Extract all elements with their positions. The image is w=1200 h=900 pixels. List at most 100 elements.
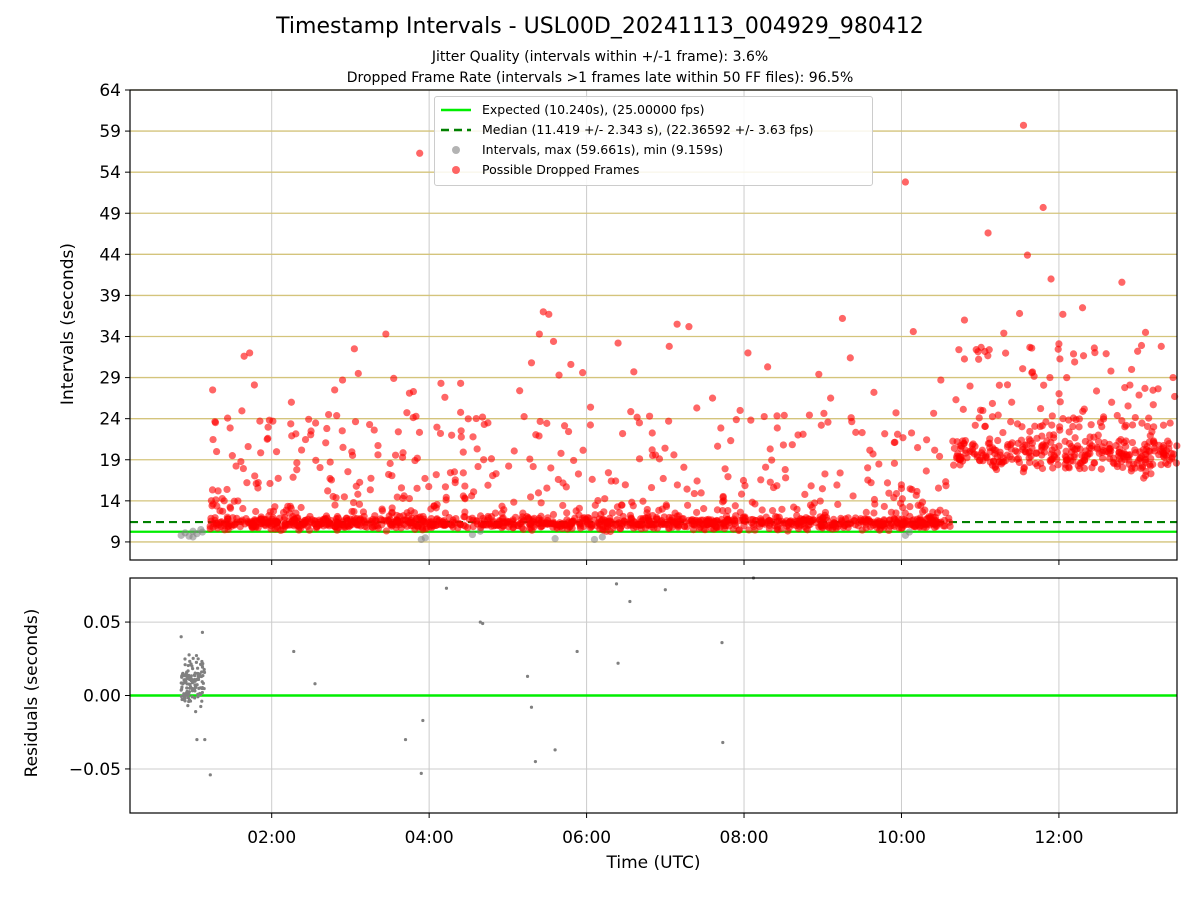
dropped-frame-point (530, 514, 538, 522)
dropped-frame-point (239, 464, 247, 473)
residual-point (193, 686, 197, 690)
dropped-frame-point (385, 470, 393, 479)
dropped-frame-point (312, 419, 320, 427)
dropped-frame-point (354, 369, 362, 378)
dropped-frame-point (447, 521, 456, 529)
dropped-frame-point (516, 387, 524, 395)
dropped-frame-point (766, 478, 774, 486)
dropped-frame-point (306, 519, 314, 527)
dropped-frame-point (720, 524, 729, 533)
dropped-frame-point (1159, 421, 1168, 429)
dropped-frame-point (1015, 309, 1024, 318)
dropped-frame-point (713, 442, 722, 450)
y-tick-label: 0.05 (83, 613, 121, 633)
residual-point (197, 675, 201, 679)
dropped-frame-point (966, 447, 974, 455)
dropped-frame-point (1131, 446, 1139, 454)
dropped-frame-point (891, 516, 900, 524)
dropped-frame-point (960, 355, 969, 363)
dropped-frame-point (1093, 443, 1101, 452)
dropped-frame-point (1006, 452, 1014, 460)
residual-point (195, 683, 199, 687)
dropped-frame-point (331, 501, 339, 509)
dropped-frame-point (378, 507, 387, 515)
dropped-frame-point (966, 382, 974, 390)
dropped-frame-point (648, 446, 656, 454)
dropped-frame-point (870, 495, 879, 504)
dropped-frame-point (331, 523, 339, 531)
dropped-frame-point (946, 522, 954, 530)
residual-point (616, 661, 620, 665)
dropped-frame-point (994, 436, 1002, 445)
residual-point (183, 663, 187, 667)
dropped-frame-point (892, 509, 900, 517)
dropped-frame-point (1141, 458, 1150, 466)
dropped-frame-point (1166, 419, 1174, 427)
dropped-frame-point (562, 521, 570, 529)
dropped-frame-point (867, 479, 875, 487)
dropped-frame-point (719, 492, 727, 501)
dropped-frame-point (315, 516, 323, 524)
x-tick-label: 02:00 (247, 828, 296, 848)
dropped-frame-point (972, 346, 980, 354)
dropped-frame-point (1092, 387, 1101, 395)
dropped-frame-point (1121, 384, 1129, 392)
dropped-frame-point (762, 463, 770, 471)
dropped-frame-point (322, 439, 330, 447)
dropped-frame-point (1137, 341, 1146, 350)
dropped-frame-point (437, 379, 445, 387)
dropped-frame-point (975, 355, 983, 363)
dropped-frame-point (913, 444, 922, 452)
dropped-frame-point (461, 508, 469, 516)
dropped-frame-point (576, 524, 585, 532)
dropped-frame-point (838, 314, 847, 323)
dropped-frame-point (700, 505, 708, 513)
dropped-frame-point (1149, 401, 1157, 409)
dropped-frame-point (937, 376, 945, 384)
dropped-frame-point (527, 359, 536, 367)
dropped-frame-point (412, 412, 420, 420)
dropped-frame-point (851, 514, 860, 522)
dropped-frame-point (1000, 329, 1008, 337)
residual-point (553, 748, 557, 752)
dropped-frame-point (1110, 460, 1118, 468)
dropped-frame-point (1094, 437, 1103, 446)
residual-point (187, 698, 192, 702)
dropped-frame-point (1118, 278, 1126, 286)
dropped-frame-point (333, 412, 341, 420)
dropped-frame-point (1146, 462, 1154, 470)
dropped-frame-point (981, 422, 989, 430)
dropped-frame-point (239, 504, 247, 513)
dropped-frame-point (1122, 421, 1130, 429)
dropped-frame-point (505, 462, 513, 470)
dropped-frame-point (736, 508, 744, 516)
dropped-frame-point (899, 434, 907, 442)
residual-point (200, 665, 205, 669)
interval-point (590, 535, 599, 544)
dropped-frame-point (257, 449, 265, 457)
dropped-frame-point (287, 420, 295, 428)
dropped-frame-point (655, 506, 663, 514)
residual-point (421, 718, 425, 723)
dropped-frame-point (559, 501, 567, 510)
dropped-frame-point (697, 489, 705, 497)
dropped-frame-point (907, 429, 916, 437)
residual-point (193, 689, 197, 693)
dropped-frame-point (1086, 433, 1094, 441)
residual-point (196, 657, 200, 661)
dropped-frame-point (891, 438, 899, 446)
dropped-frame-point (469, 433, 477, 441)
dropped-frame-point (1141, 328, 1150, 336)
dropped-frame-point (775, 513, 783, 521)
dropped-frame-point (441, 509, 450, 517)
dropped-frame-point (207, 514, 215, 522)
dropped-frame-point (975, 414, 983, 422)
dropped-frame-point (942, 509, 950, 517)
dropped-frame-point (1106, 449, 1114, 457)
dropped-frame-point (869, 450, 877, 458)
dropped-frame-point (1172, 459, 1180, 467)
dropped-frame-point (955, 346, 963, 354)
dropped-frame-point (413, 484, 421, 492)
dropped-frame-point (1090, 344, 1098, 352)
dropped-frame-point (374, 441, 382, 450)
